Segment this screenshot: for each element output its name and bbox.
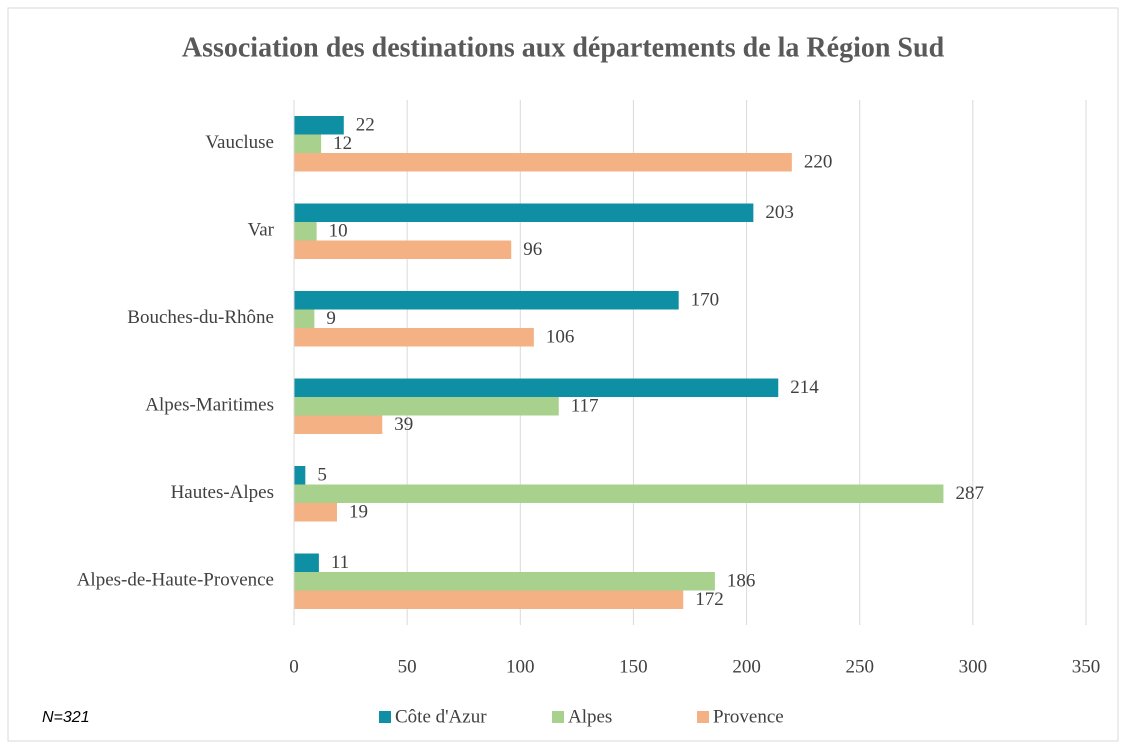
bar <box>294 328 534 347</box>
legend-swatch <box>552 711 564 723</box>
bar <box>294 291 679 310</box>
value-label: 22 <box>356 115 375 136</box>
bar <box>294 203 754 222</box>
bar <box>294 397 559 416</box>
value-label: 214 <box>790 377 819 398</box>
value-label: 172 <box>695 589 724 610</box>
value-label: 11 <box>331 552 349 573</box>
value-label: 117 <box>571 396 599 417</box>
y-tick-label: Alpes-Maritimes <box>145 395 274 416</box>
x-tick-label: 0 <box>289 656 299 677</box>
bar <box>294 240 512 259</box>
value-label: 9 <box>326 308 336 329</box>
legend-label: Alpes <box>568 706 612 727</box>
value-label: 220 <box>804 152 833 173</box>
bar <box>294 466 306 485</box>
bar <box>294 153 792 172</box>
bar <box>294 572 715 591</box>
value-label: 170 <box>691 290 720 311</box>
value-label: 19 <box>349 502 368 523</box>
value-label: 203 <box>765 202 794 223</box>
note: N=321 <box>42 709 90 726</box>
y-tick-label: Alpes-de-Haute-Provence <box>77 570 274 591</box>
legend-label: Provence <box>713 706 784 727</box>
value-label: 287 <box>955 483 984 504</box>
legend-swatch <box>379 711 391 723</box>
x-tick-label: 100 <box>506 656 535 677</box>
x-tick-label: 250 <box>845 656 874 677</box>
y-tick-label: Var <box>248 220 275 241</box>
chart-border <box>7 7 1119 742</box>
bar <box>294 134 322 153</box>
x-tick-label: 200 <box>732 656 761 677</box>
value-label: 12 <box>333 133 352 154</box>
y-tick-label: Hautes-Alpes <box>171 482 274 503</box>
bar <box>294 222 317 241</box>
x-tick-label: 50 <box>398 656 417 677</box>
legend-label: Côte d'Azur <box>395 706 487 727</box>
y-tick-label: Bouches-du-Rhône <box>127 307 274 328</box>
bar <box>294 553 319 572</box>
chart-title: Association des destinations aux départe… <box>182 32 945 63</box>
value-label: 96 <box>523 239 542 260</box>
value-label: 39 <box>394 414 413 435</box>
y-tick-label: Vaucluse <box>205 132 274 153</box>
bar <box>294 590 684 609</box>
bar <box>294 484 944 503</box>
value-label: 10 <box>329 221 348 242</box>
bar <box>294 503 337 522</box>
x-tick-label: 300 <box>959 656 988 677</box>
legend-swatch <box>697 711 709 723</box>
x-tick-label: 350 <box>1072 656 1101 677</box>
bar <box>294 116 344 135</box>
value-label: 5 <box>317 465 327 486</box>
bar <box>294 415 383 434</box>
value-label: 186 <box>727 571 756 592</box>
x-tick-label: 150 <box>619 656 648 677</box>
bar <box>294 378 779 397</box>
value-label: 106 <box>546 327 575 348</box>
bar <box>294 309 315 328</box>
